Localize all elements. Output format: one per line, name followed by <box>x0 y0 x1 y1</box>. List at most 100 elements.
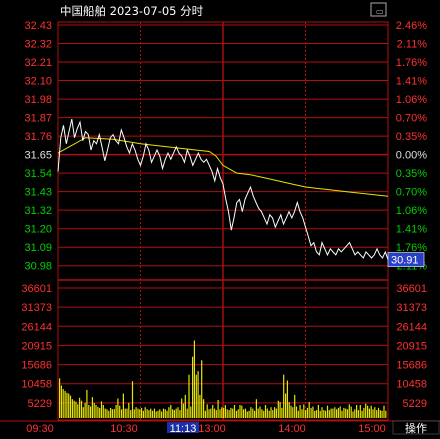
volume-bar <box>80 400 83 418</box>
volume-bar <box>131 381 134 418</box>
volume-bar <box>151 410 154 418</box>
volume-bar <box>337 407 339 418</box>
volume-bar <box>84 402 86 418</box>
pct-tick-label: 2.46% <box>396 20 427 32</box>
pct-tick-label: 0.35% <box>396 131 427 143</box>
volume-bar <box>221 407 223 418</box>
volume-bar <box>210 408 212 418</box>
pct-tick-label: 0.70% <box>396 187 427 199</box>
volume-bar <box>377 407 380 418</box>
volume-bar <box>303 404 305 418</box>
volume-bar <box>379 410 381 418</box>
time-tick-label: 10:30 <box>110 423 138 435</box>
volume-bar <box>279 402 281 418</box>
time-tick-label: 13:00 <box>198 423 226 435</box>
volume-bar <box>59 378 61 418</box>
volume-bar <box>272 410 274 418</box>
volume-bar <box>383 405 385 418</box>
volume-bar <box>153 408 155 418</box>
volume-bar <box>301 409 303 418</box>
volume-bar <box>315 410 318 418</box>
volume-bar <box>128 402 130 418</box>
volume-bar <box>259 406 261 418</box>
price-tick-label: 32.10 <box>24 76 52 88</box>
volume-bar <box>361 410 363 418</box>
volume-bar <box>193 340 195 418</box>
volume-bar <box>332 408 334 418</box>
volume-bar <box>62 389 64 418</box>
volume-bar <box>266 408 268 418</box>
volume-bar <box>181 398 183 418</box>
volume-bar <box>108 410 110 418</box>
volume-bar <box>248 410 250 418</box>
volume-bar <box>133 409 135 418</box>
price-tick-label: 31.43 <box>24 187 52 199</box>
volume-bar <box>334 407 336 418</box>
volume-bar <box>376 410 378 418</box>
volume-bar <box>223 407 225 418</box>
volume-bar <box>308 402 310 418</box>
volume-bar <box>363 407 365 418</box>
volume-bar <box>102 405 104 418</box>
volume-bar <box>161 411 163 418</box>
volume-bar <box>197 371 199 418</box>
volume-bar <box>254 410 256 418</box>
volume-bar <box>64 391 66 418</box>
volume-bar <box>104 408 106 418</box>
volume-bar <box>77 404 79 418</box>
pct-tick-label: 1.41% <box>396 76 427 88</box>
volume-bar <box>237 409 239 418</box>
volume-bar <box>228 410 230 418</box>
volume-bar <box>246 411 248 418</box>
action-button[interactable] <box>392 420 440 435</box>
volume-bar <box>144 407 146 418</box>
window-button-icon: ▭ <box>376 7 384 16</box>
volume-bar <box>350 406 352 418</box>
window-button[interactable] <box>370 2 387 17</box>
volume-bar <box>100 401 103 418</box>
volume-bar <box>368 408 370 418</box>
volume-bar <box>155 411 157 418</box>
pct-tick-label: 1.41% <box>396 224 427 236</box>
volume-bar <box>86 389 88 418</box>
volume-bar <box>370 405 372 418</box>
volume-bar <box>224 405 226 418</box>
volume-bar <box>306 407 308 418</box>
volume-bar <box>328 410 330 418</box>
volume-bar <box>230 407 232 418</box>
volume-bar <box>111 409 113 418</box>
volume-bar <box>372 409 374 418</box>
volume-bar <box>299 405 301 418</box>
volume-bar <box>244 408 247 418</box>
average-price-line <box>57 137 389 197</box>
volume-bar <box>71 399 73 418</box>
volume-bar <box>146 409 148 418</box>
volume-bar <box>201 360 203 418</box>
volume-bar <box>235 410 237 418</box>
volume-bar <box>126 408 128 418</box>
volume-bar <box>135 407 137 418</box>
volume-bar <box>232 408 234 418</box>
volume-bar <box>117 398 119 418</box>
volume-bar <box>213 408 216 418</box>
price-tick-label: 31.87 <box>24 113 52 125</box>
price-tick-label: 31.76 <box>24 131 52 143</box>
volume-bar <box>164 409 166 418</box>
volume-bar <box>208 409 210 418</box>
volume-bar <box>286 380 288 418</box>
volume-bar <box>177 407 179 418</box>
volume-bar <box>113 409 115 418</box>
volume-bar <box>182 403 185 418</box>
volume-tick-label-right: 10458 <box>396 379 427 391</box>
volume-bar <box>305 410 307 418</box>
volume-bar <box>283 374 285 418</box>
volume-bar <box>292 407 294 418</box>
price-tick-label: 31.65 <box>24 150 52 162</box>
volume-bar <box>75 401 77 418</box>
pct-tick-label: 0.70% <box>396 113 427 125</box>
volume-tick-label-right: 5229 <box>403 398 427 410</box>
volume-bar <box>199 394 201 418</box>
volume-tick-label: 10458 <box>21 379 52 391</box>
